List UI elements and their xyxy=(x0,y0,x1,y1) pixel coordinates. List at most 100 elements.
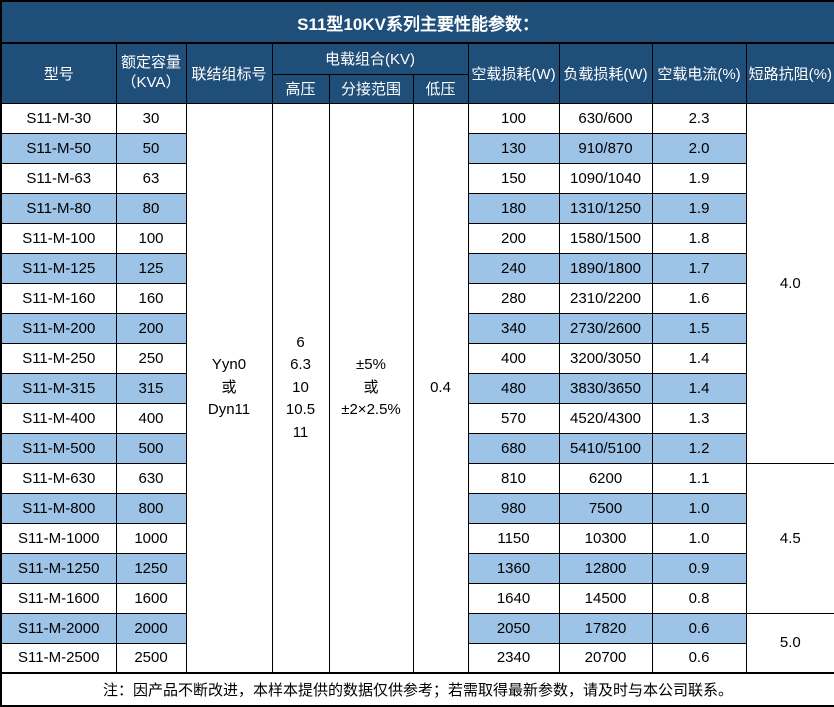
table-row: S11-M-50 50 130 910/870 2.0 xyxy=(0,132,834,164)
table-row: S11-M-63 63 150 1090/1040 1.9 xyxy=(0,162,834,194)
kva-cell: 50 xyxy=(115,132,187,164)
no-load-loss-cell: 1640 xyxy=(467,582,560,614)
no-load-current-cell: 1.5 xyxy=(651,312,747,344)
no-load-current-cell: 0.9 xyxy=(651,552,747,584)
table-row: S11-M-400 400 570 4520/4300 1.3 xyxy=(0,402,834,434)
no-load-loss-cell: 480 xyxy=(467,372,560,404)
kva-cell: 630 xyxy=(115,462,187,494)
table-row: S11-M-2000 2000 2050 17820 0.6 5.0 xyxy=(0,612,834,674)
no-load-loss-cell: 280 xyxy=(467,282,560,314)
model-cell: S11-M-63 xyxy=(0,162,117,194)
model-cell: S11-M-2000 xyxy=(0,612,117,644)
column-header-connection: 联结组标号 xyxy=(185,42,273,104)
table-body: S11-M-30 30 Yyn0 或 Dyn11 6 6.3 10 10.5 11 ±5… xyxy=(0,102,834,674)
load-loss-cell: 1580/1500 xyxy=(558,222,653,254)
impedance-cell: 5.0 xyxy=(745,612,834,674)
model-cell: S11-M-2500 xyxy=(0,642,117,674)
no-load-current-cell: 1.9 xyxy=(651,162,747,194)
impedance-cell: 4.0 xyxy=(745,102,834,464)
model-cell: S11-M-630 xyxy=(0,462,117,494)
column-header-lv: 低压 xyxy=(412,73,469,104)
load-loss-cell: 5410/5100 xyxy=(558,432,653,464)
no-load-loss-cell: 130 xyxy=(467,132,560,164)
kva-cell: 1600 xyxy=(115,582,187,614)
model-cell: S11-M-50 xyxy=(0,132,117,164)
load-loss-cell: 1090/1040 xyxy=(558,162,653,194)
column-header-hv: 高压 xyxy=(271,73,330,104)
table-row: S11-M-800 800 980 7500 1.0 xyxy=(0,492,834,524)
no-load-loss-cell: 400 xyxy=(467,342,560,374)
kva-cell: 63 xyxy=(115,162,187,194)
model-cell: S11-M-1000 xyxy=(0,522,117,554)
table-row: S11-M-500 500 680 5410/5100 1.2 xyxy=(0,432,834,464)
table-row: S11-M-125 125 240 1890/1800 1.7 xyxy=(0,252,834,284)
no-load-loss-cell: 200 xyxy=(467,222,560,254)
kva-cell: 500 xyxy=(115,432,187,464)
no-load-current-cell: 1.3 xyxy=(651,402,747,434)
no-load-current-cell: 1.1 xyxy=(651,462,747,494)
load-loss-cell: 910/870 xyxy=(558,132,653,164)
no-load-loss-cell: 1150 xyxy=(467,522,560,554)
no-load-loss-cell: 810 xyxy=(467,462,560,494)
page-title: S11型10KV系列主要性能参数： xyxy=(0,0,834,44)
load-loss-cell: 14500 xyxy=(558,582,653,614)
kva-cell: 160 xyxy=(115,282,187,314)
table-row: S11-M-1600 1600 1640 14500 0.8 xyxy=(0,582,834,614)
lv-cell: 0.4 xyxy=(412,102,469,674)
model-cell: S11-M-30 xyxy=(0,102,117,134)
load-loss-cell: 20700 xyxy=(558,642,653,674)
load-loss-cell: 10300 xyxy=(558,522,653,554)
capacity-header-line1: 额定容量 xyxy=(120,54,181,71)
no-load-loss-cell: 240 xyxy=(467,252,560,284)
table-row: S11-M-30 30 Yyn0 或 Dyn11 6 6.3 10 10.5 11 ±5… xyxy=(0,102,834,674)
no-load-loss-cell: 570 xyxy=(467,402,560,434)
load-loss-cell: 1890/1800 xyxy=(558,252,653,284)
load-loss-cell: 4520/4300 xyxy=(558,402,653,434)
no-load-loss-cell: 980 xyxy=(467,492,560,524)
no-load-current-cell: 0.8 xyxy=(651,582,747,614)
kva-cell: 30 xyxy=(115,102,187,134)
kva-cell: 1000 xyxy=(115,522,187,554)
kva-cell: 100 xyxy=(115,222,187,254)
model-cell: S11-M-100 xyxy=(0,222,117,254)
table-row: S11-M-80 80 180 1310/1250 1.9 xyxy=(0,192,834,224)
no-load-current-cell: 1.0 xyxy=(651,492,747,524)
table-row: S11-M-200 200 340 2730/2600 1.5 xyxy=(0,312,834,344)
no-load-loss-cell: 1360 xyxy=(467,552,560,584)
column-header-tap-range: 分接范围 xyxy=(328,73,414,104)
no-load-current-cell: 1.2 xyxy=(651,432,747,464)
model-cell: S11-M-400 xyxy=(0,402,117,434)
model-cell: S11-M-250 xyxy=(0,342,117,374)
no-load-loss-cell: 100 xyxy=(467,102,560,134)
no-load-current-cell: 1.8 xyxy=(651,222,747,254)
kva-cell: 800 xyxy=(115,492,187,524)
tap-range-cell: ±5% 或 ±2×2.5% xyxy=(328,102,414,674)
no-load-loss-cell: 680 xyxy=(467,432,560,464)
load-loss-cell: 3830/3650 xyxy=(558,372,653,404)
kva-cell: 200 xyxy=(115,312,187,344)
load-loss-cell: 2730/2600 xyxy=(558,312,653,344)
capacity-header-line2: （KVA） xyxy=(121,74,181,92)
model-cell: S11-M-1250 xyxy=(0,552,117,584)
table-row: S11-M-2500 2500 2340 20700 0.6 xyxy=(0,642,834,674)
no-load-current-cell: 0.6 xyxy=(651,642,747,674)
no-load-loss-cell: 180 xyxy=(467,192,560,224)
footnote: 注：因产品不断改进，本样本提供的数据仅供参考；若需取得最新参数，请及时与本公司联… xyxy=(0,672,834,707)
model-cell: S11-M-200 xyxy=(0,312,117,344)
impedance-cell: 4.5 xyxy=(745,462,834,614)
column-header-load-loss: 负载损耗(W) xyxy=(558,42,653,104)
no-load-loss-cell: 340 xyxy=(467,312,560,344)
kva-cell: 1250 xyxy=(115,552,187,584)
table-row: S11-M-315 315 480 3830/3650 1.4 xyxy=(0,372,834,404)
no-load-current-cell: 1.0 xyxy=(651,522,747,554)
header-row-1: 型号 额定容量 （KVA） 联结组标号 电载组合(KV) 空载损耗(W) 负载损… xyxy=(0,42,834,104)
no-load-current-cell: 1.4 xyxy=(651,372,747,404)
table-row: S11-M-160 160 280 2310/2200 1.6 xyxy=(0,282,834,314)
no-load-current-cell: 0.6 xyxy=(651,612,747,644)
kva-cell: 315 xyxy=(115,372,187,404)
load-loss-cell: 7500 xyxy=(558,492,653,524)
table-row: S11-M-630 630 810 6200 1.1 4.5 xyxy=(0,462,834,614)
kva-cell: 125 xyxy=(115,252,187,284)
header-row-2: 高压 分接范围 低压 xyxy=(1,73,834,104)
